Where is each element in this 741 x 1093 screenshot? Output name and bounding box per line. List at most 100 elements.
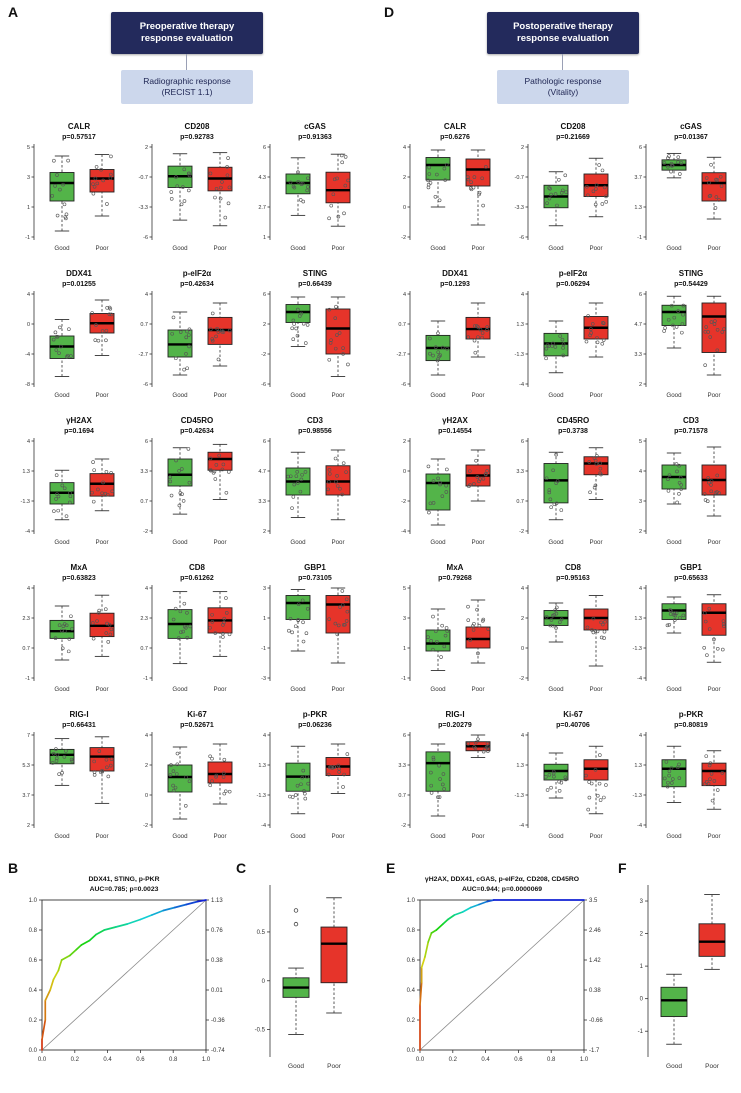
svg-text:-3.3: -3.3 xyxy=(139,205,148,211)
svg-text:STING: STING xyxy=(679,269,703,278)
boxplot-cell: Ki-67 p=0.52671 -2 0 2 4 Good Poor xyxy=(126,706,244,853)
boxplot-A-RIG-I: RIG-I p=0.66431 2 3.7 5.3 7 Good Poor xyxy=(22,710,115,840)
svg-text:Good: Good xyxy=(430,833,446,840)
svg-text:-0.7: -0.7 xyxy=(515,175,524,181)
svg-text:p=0.42634: p=0.42634 xyxy=(180,281,214,288)
svg-text:Poor: Poor xyxy=(589,833,602,840)
svg-text:4: 4 xyxy=(521,586,524,592)
svg-text:-1: -1 xyxy=(143,676,148,682)
boxplot-D-GBP1: GBP1 p=0.65633 -4 -1.3 1.3 4 Good Poor xyxy=(633,563,727,693)
svg-text:Good: Good xyxy=(666,392,682,399)
svg-text:p=0.79268: p=0.79268 xyxy=(438,575,472,582)
svg-text:CD45RO: CD45RO xyxy=(181,416,213,425)
flowchart-A-bottom-box: Radiographic response (RECIST 1.1) xyxy=(121,70,253,104)
boxplot-cell: p-eIF2α p=0.42634 -6 -2.7 0.7 4 Good Poor xyxy=(126,265,244,412)
svg-text:p=0.6276: p=0.6276 xyxy=(440,134,470,141)
svg-text:Ki-67: Ki-67 xyxy=(187,710,207,719)
svg-text:Good: Good xyxy=(172,392,188,399)
svg-text:-2: -2 xyxy=(143,823,148,829)
svg-text:Poor: Poor xyxy=(707,392,720,399)
svg-text:-1: -1 xyxy=(25,235,30,241)
svg-text:RIG-I: RIG-I xyxy=(445,710,464,719)
svg-text:3.7: 3.7 xyxy=(634,175,642,181)
svg-text:p=0.54429: p=0.54429 xyxy=(674,281,708,288)
svg-text:4.3: 4.3 xyxy=(258,175,266,181)
boxplot-D-CALR: CALR p=0.6276 -2 0 2 4 Good Poor xyxy=(401,122,491,252)
svg-text:p-eIF2α: p-eIF2α xyxy=(559,269,588,278)
svg-text:1.3: 1.3 xyxy=(634,616,642,622)
svg-text:Poor: Poor xyxy=(471,392,484,399)
svg-text:3.7: 3.7 xyxy=(22,793,30,799)
boxplot-F: -1 0 1 2 3 Good Poor xyxy=(638,885,726,1070)
svg-text:Good: Good xyxy=(172,833,188,840)
svg-text:Poor: Poor xyxy=(213,245,226,252)
svg-text:DDX41: DDX41 xyxy=(442,269,468,278)
svg-text:-1.3: -1.3 xyxy=(633,646,642,652)
svg-text:-4: -4 xyxy=(637,676,642,682)
svg-text:4: 4 xyxy=(27,439,30,445)
svg-text:CD45RO: CD45RO xyxy=(557,416,589,425)
svg-text:Poor: Poor xyxy=(95,686,108,693)
svg-text:-1: -1 xyxy=(401,676,406,682)
boxplot-D-Ki-67: Ki-67 p=0.40706 -4 -1.3 1.3 4 Good Poor xyxy=(515,710,609,840)
svg-text:-2: -2 xyxy=(519,529,524,535)
svg-text:-3: -3 xyxy=(261,676,266,682)
svg-text:-1.3: -1.3 xyxy=(515,793,524,799)
svg-text:Poor: Poor xyxy=(213,686,226,693)
svg-text:1.3: 1.3 xyxy=(516,763,524,769)
svg-text:1.0: 1.0 xyxy=(202,1057,211,1063)
boxplot-A-CALR: CALR p=0.57517 -1 1 3 5 Good Poor xyxy=(25,122,115,252)
svg-text:0.38: 0.38 xyxy=(211,958,223,964)
svg-text:p=0.95163: p=0.95163 xyxy=(556,575,590,582)
svg-text:CALR: CALR xyxy=(444,122,466,131)
boxplot-D-CD208: CD208 p=0.21669 -6 -3.3 -0.7 2 Good Poor xyxy=(515,122,609,252)
svg-text:p-PKR: p-PKR xyxy=(679,710,704,719)
svg-text:Good: Good xyxy=(290,686,306,693)
svg-text:3: 3 xyxy=(27,175,30,181)
svg-text:Good: Good xyxy=(666,833,682,840)
boxplot-D-p-PKR: p-PKR p=0.80819 -4 -1.3 1.3 4 Good Poor xyxy=(633,710,727,840)
svg-text:1.0: 1.0 xyxy=(580,1057,589,1063)
svg-text:0: 0 xyxy=(403,205,406,211)
svg-text:0.8: 0.8 xyxy=(169,1057,178,1063)
boxplot-A-CD3: CD3 p=0.98556 2 3.3 4.7 6 Good Poor xyxy=(258,416,351,546)
svg-text:0: 0 xyxy=(27,322,30,328)
boxplot-cell: CD8 p=0.95163 -2 0 2 4 Good Poor xyxy=(502,559,620,706)
svg-text:-2: -2 xyxy=(143,529,148,535)
svg-text:-4: -4 xyxy=(261,823,266,829)
svg-text:-1.3: -1.3 xyxy=(515,352,524,358)
svg-text:p=0.71578: p=0.71578 xyxy=(674,428,708,435)
boxplot-cell: γH2AX p=0.14554 -4 -2 0 2 Good Poor xyxy=(384,412,502,559)
svg-text:Ki-67: Ki-67 xyxy=(563,710,583,719)
roc-E: γH2AX, DDX41, cGAS, p-eIF2α, CD208, CD45… xyxy=(407,876,604,1063)
svg-text:2: 2 xyxy=(640,932,644,938)
svg-text:3: 3 xyxy=(403,616,406,622)
svg-text:-1.3: -1.3 xyxy=(257,793,266,799)
boxplot-A-CD208: CD208 p=0.92783 -6 -3.3 -0.7 2 Good Poor xyxy=(139,122,233,252)
svg-text:Good: Good xyxy=(290,539,306,546)
boxplot-D-MxA: MxA p=0.79268 -1 1 3 5 Good Poor xyxy=(401,563,491,693)
svg-text:1.3: 1.3 xyxy=(22,469,30,475)
svg-text:Good: Good xyxy=(172,539,188,546)
svg-text:AUC=0.944; p=0.0000069: AUC=0.944; p=0.0000069 xyxy=(462,886,542,893)
boxplot-cell: CALR p=0.57517 -1 1 3 5 Good Poor xyxy=(8,118,126,265)
svg-text:p=0.01255: p=0.01255 xyxy=(62,281,96,288)
svg-text:STING: STING xyxy=(303,269,327,278)
svg-text:-2: -2 xyxy=(519,676,524,682)
svg-text:cGAS: cGAS xyxy=(304,122,326,131)
boxplot-A-CD8: CD8 p=0.61262 -1 0.7 2.3 4 Good Poor xyxy=(140,563,233,693)
svg-text:0: 0 xyxy=(145,793,148,799)
svg-text:Poor: Poor xyxy=(331,833,344,840)
svg-text:p=0.21669: p=0.21669 xyxy=(556,134,590,141)
svg-text:1: 1 xyxy=(403,646,406,652)
svg-text:p=0.61262: p=0.61262 xyxy=(180,575,214,582)
svg-text:5: 5 xyxy=(27,145,30,151)
boxplot-D-CD3: CD3 p=0.71578 2 3 4 5 Good Poor xyxy=(639,416,727,546)
boxplot-cell: CD45RO p=0.42634 -2 0.7 3.3 6 Good Poor xyxy=(126,412,244,559)
svg-text:p=0.52671: p=0.52671 xyxy=(180,722,214,729)
svg-text:cGAS: cGAS xyxy=(680,122,702,131)
svg-text:0.5: 0.5 xyxy=(257,930,266,936)
svg-text:Poor: Poor xyxy=(95,245,108,252)
boxplot-A-p-eIF2α: p-eIF2α p=0.42634 -6 -2.7 0.7 4 Good Poor xyxy=(139,269,233,399)
svg-text:MxA: MxA xyxy=(71,563,88,572)
